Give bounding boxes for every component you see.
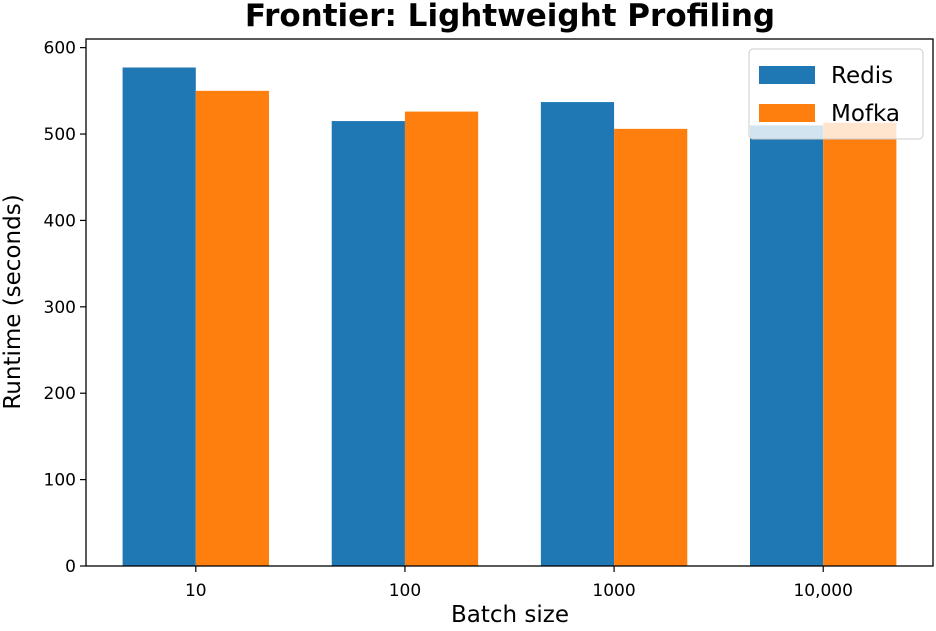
legend-label-redis: Redis [831, 63, 893, 89]
x-tick-label: 10 [185, 581, 207, 601]
legend-label-mofka: Mofka [831, 101, 900, 127]
y-tick-label: 300 [44, 298, 76, 318]
x-tick-label: 1000 [592, 581, 635, 601]
y-axis: 0 100 200 300 400 500 600 [44, 39, 86, 577]
y-tick-label: 500 [44, 125, 76, 145]
y-tick-label: 400 [44, 211, 76, 231]
bar-mofka-0 [195, 90, 269, 567]
y-axis-label: Runtime (seconds) [0, 194, 26, 409]
legend-swatch-mofka [759, 104, 815, 122]
bar-mofka-1 [404, 111, 479, 566]
y-tick-label: 600 [44, 39, 76, 59]
y-tick-label: 100 [44, 471, 76, 491]
y-tick-label: 200 [44, 384, 76, 404]
bar-mofka-2 [614, 128, 688, 566]
bars-layer [122, 67, 897, 567]
x-axis: 10 100 1000 10,000 [185, 566, 853, 601]
bar-redis-1 [331, 121, 405, 567]
legend: Redis Mofka [748, 48, 924, 140]
x-tick-label: 100 [389, 581, 421, 601]
x-axis-label: Batch size [451, 602, 569, 626]
plot-frame [85, 38, 934, 567]
y-tick-label: 0 [65, 557, 76, 577]
chart-title: Frontier: Lightweight Profiling [245, 0, 775, 34]
bar-redis-3 [750, 125, 824, 567]
bar-redis-0 [122, 67, 196, 567]
x-tick-label: 10,000 [793, 581, 852, 601]
legend-swatch-redis [759, 66, 815, 84]
bar-mofka-3 [823, 122, 897, 566]
bar-redis-2 [540, 102, 615, 567]
